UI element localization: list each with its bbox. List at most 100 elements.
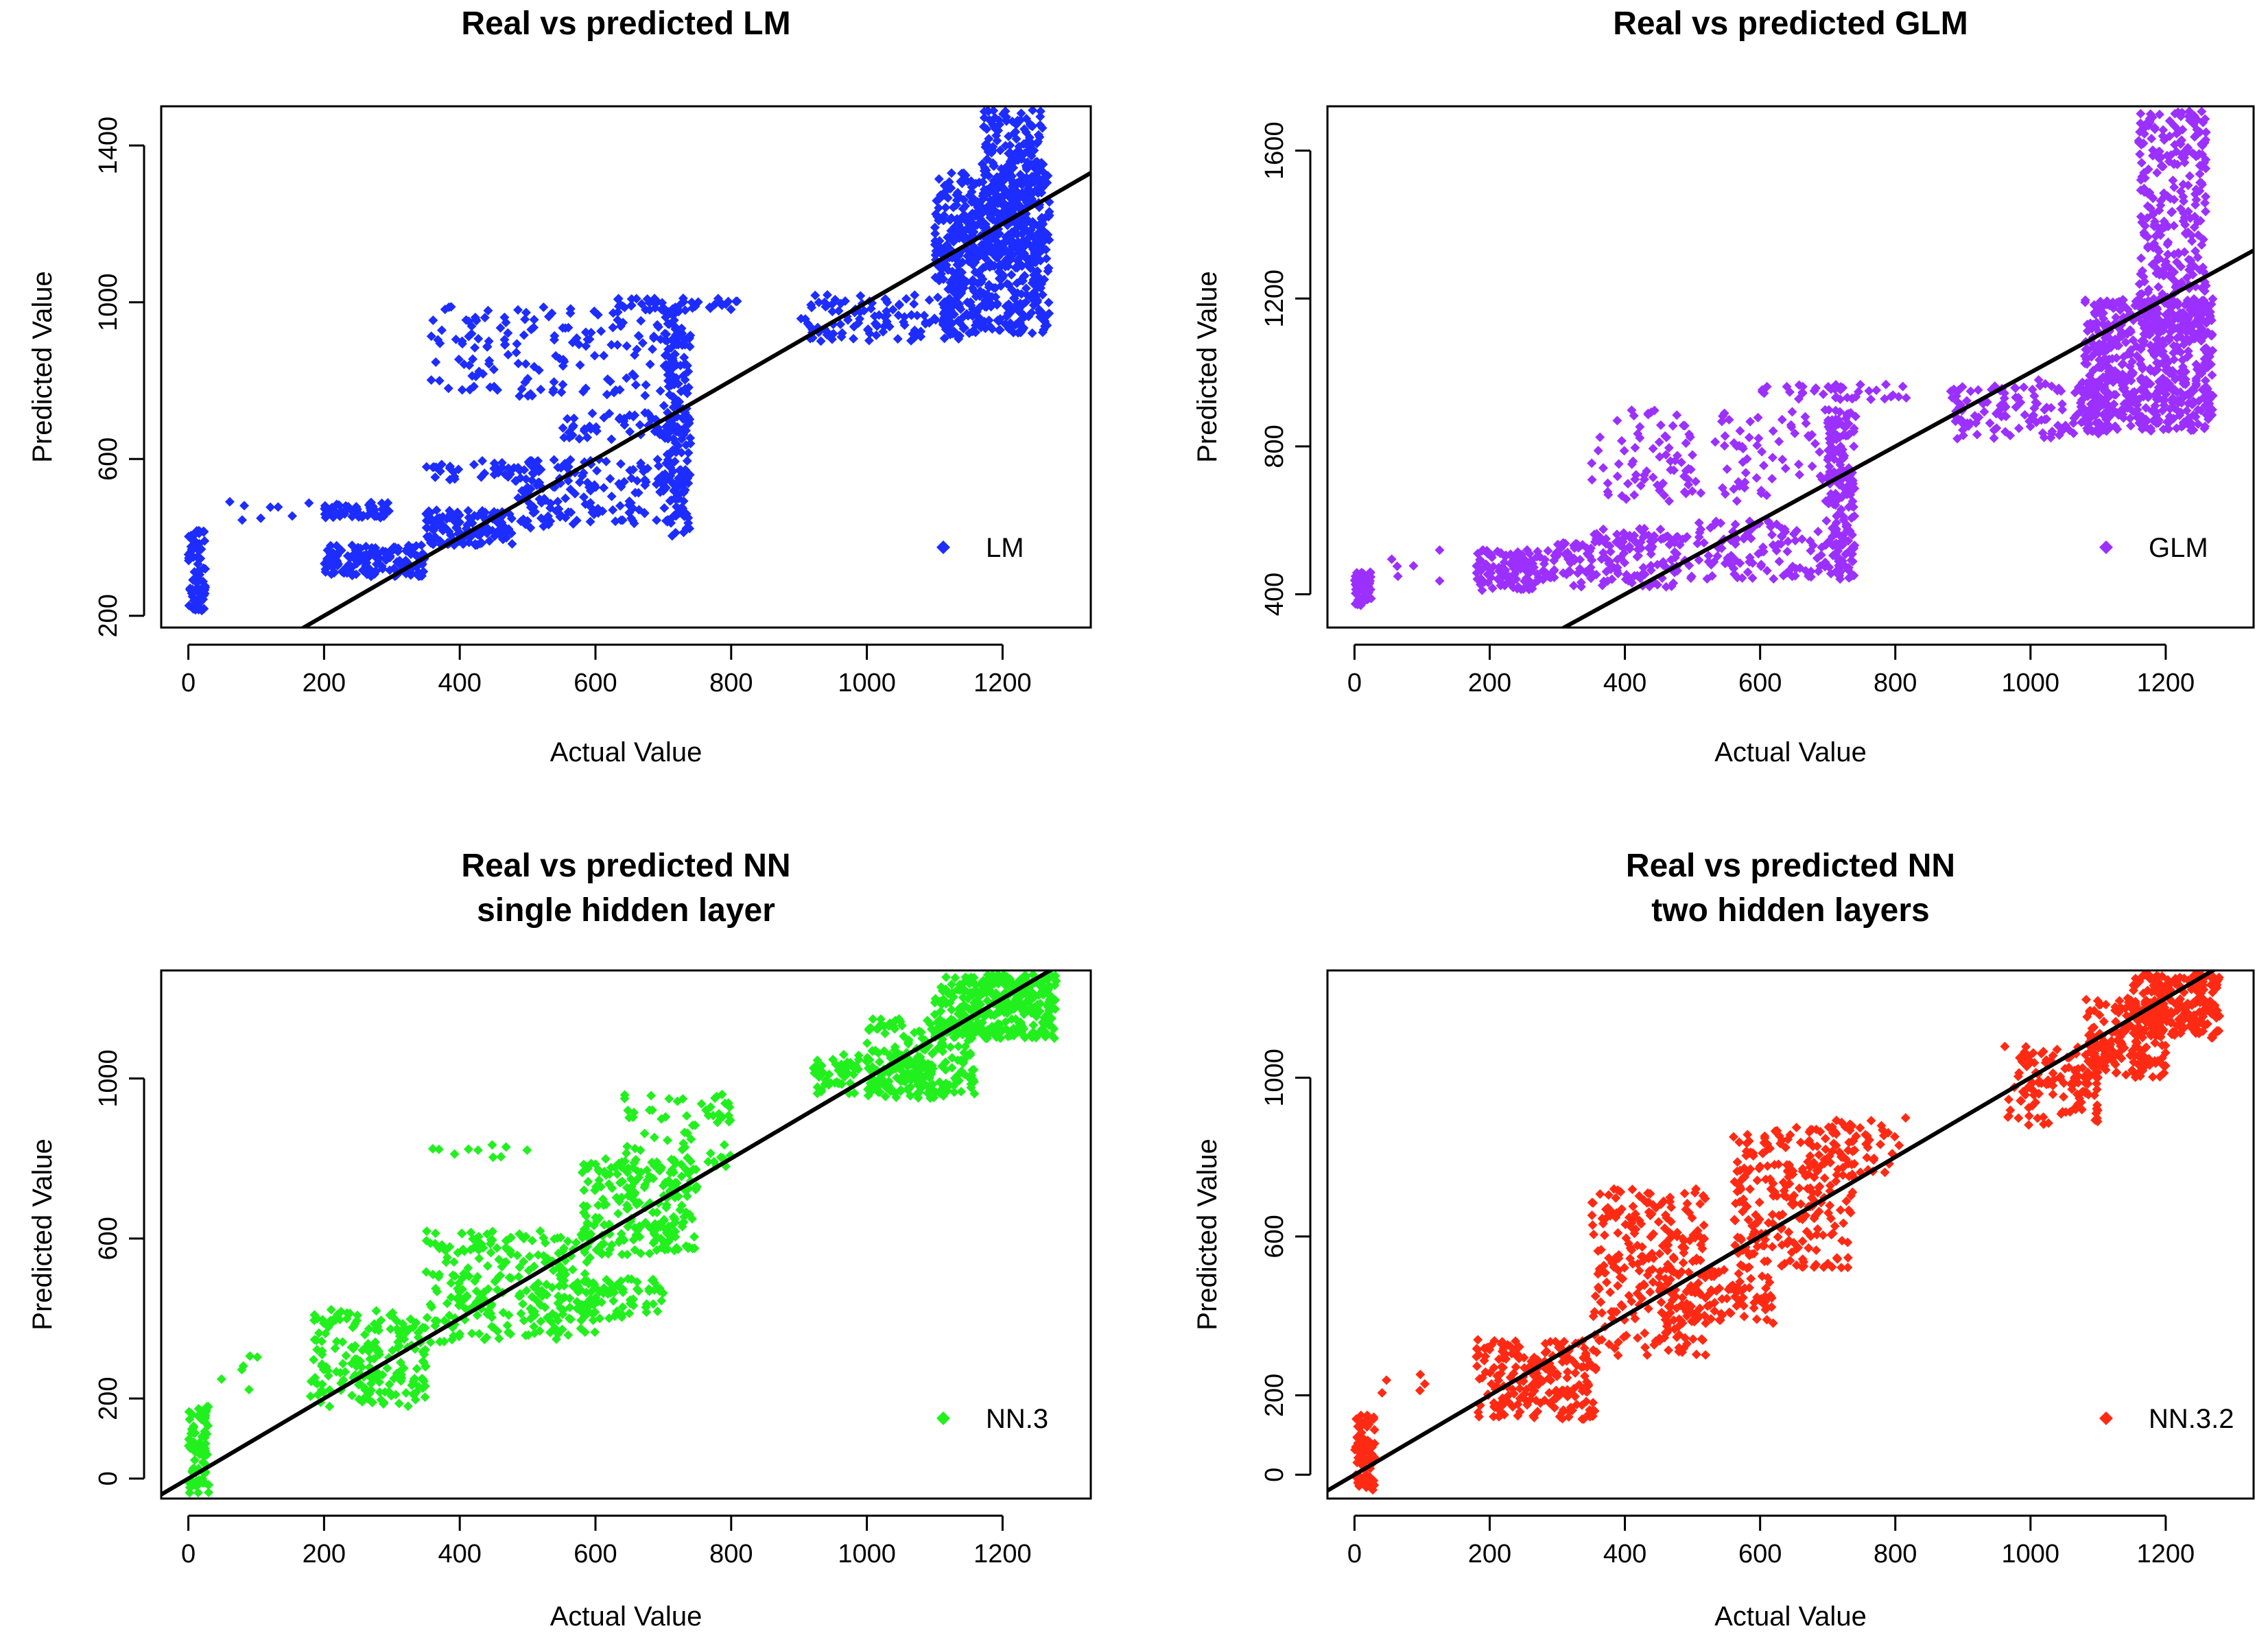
data-point <box>615 385 625 395</box>
data-point <box>1392 561 1402 571</box>
x-axis-label: Actual Value <box>1714 737 1867 767</box>
data-point <box>955 318 965 328</box>
data-point <box>396 560 406 570</box>
data-point <box>652 515 662 525</box>
data-point <box>945 312 955 322</box>
data-point <box>673 1244 683 1254</box>
data-point <box>239 501 250 511</box>
data-point <box>571 515 582 525</box>
data-point <box>1028 274 1039 285</box>
data-point <box>2109 399 2119 409</box>
data-point <box>1732 573 1743 583</box>
data-point <box>1021 297 1031 307</box>
data-point <box>505 1232 515 1243</box>
data-point <box>2199 286 2210 296</box>
data-point <box>445 463 455 473</box>
data-point <box>1000 141 1011 151</box>
data-point <box>2153 314 2163 324</box>
data-point <box>421 462 432 472</box>
data-point <box>611 1280 622 1290</box>
data-point <box>2137 265 2147 276</box>
data-point <box>634 331 644 342</box>
data-point <box>2117 331 2127 342</box>
data-point <box>2155 226 2165 237</box>
data-point <box>197 1415 207 1425</box>
data-point <box>521 1285 532 1296</box>
data-point <box>216 1374 226 1384</box>
data-point <box>1360 595 1370 605</box>
data-point <box>1816 550 1826 560</box>
data-point <box>663 351 674 361</box>
data-point <box>555 1303 565 1313</box>
data-point <box>2118 300 2129 311</box>
data-point <box>462 1292 472 1302</box>
data-point <box>413 1328 423 1338</box>
data-point <box>674 396 684 406</box>
data-point <box>453 510 463 521</box>
data-point <box>237 515 248 525</box>
scatter-points <box>183 106 1054 616</box>
data-point <box>1013 150 1024 160</box>
data-point <box>495 323 506 333</box>
data-point <box>605 1244 615 1254</box>
data-point <box>554 353 565 363</box>
data-point <box>1627 459 1637 469</box>
data-point <box>2136 412 2147 422</box>
data-point <box>630 350 640 360</box>
data-point <box>1605 547 1616 557</box>
data-point <box>630 380 641 390</box>
data-point <box>2191 195 2201 205</box>
data-point <box>2201 206 2211 217</box>
data-point <box>2098 383 2108 393</box>
data-point <box>2136 385 2146 395</box>
data-point <box>314 1328 324 1338</box>
data-point <box>560 1269 571 1280</box>
data-point <box>1709 520 1719 530</box>
data-point <box>459 1268 469 1278</box>
data-point <box>1843 409 1854 419</box>
x-tick-label: 800 <box>1874 669 1917 697</box>
data-point <box>660 329 670 339</box>
data-point <box>1019 241 1030 252</box>
data-point <box>353 1380 364 1390</box>
data-point <box>947 274 958 285</box>
data-point <box>351 558 362 569</box>
data-point <box>938 299 948 309</box>
legend: LM <box>936 533 1024 563</box>
data-point <box>642 294 652 304</box>
data-point <box>1013 328 1024 338</box>
data-point <box>949 222 960 232</box>
data-point <box>498 529 508 540</box>
data-point <box>488 1152 498 1162</box>
data-point <box>539 1251 549 1261</box>
data-point <box>453 1248 463 1258</box>
data-point <box>1021 164 1032 174</box>
data-point <box>371 1306 381 1316</box>
data-point <box>1740 468 1751 478</box>
data-point <box>836 319 846 329</box>
data-point <box>1739 483 1749 493</box>
data-point <box>463 505 473 516</box>
data-point <box>2148 209 2158 219</box>
data-point <box>1000 261 1011 272</box>
data-point <box>2201 409 2212 420</box>
data-point <box>2200 421 2210 431</box>
data-point <box>1019 176 1030 186</box>
data-point <box>189 566 200 577</box>
data-point <box>2145 379 2155 389</box>
data-point <box>338 1359 348 1369</box>
data-point <box>1790 536 1800 546</box>
data-point <box>2175 347 2186 357</box>
data-point <box>474 1328 484 1339</box>
data-point <box>503 328 513 338</box>
data-point <box>1774 556 1784 566</box>
data-point <box>660 433 670 443</box>
data-point <box>2136 108 2146 119</box>
data-point <box>2197 296 2208 306</box>
data-point <box>634 1286 644 1296</box>
data-point <box>1597 580 1607 591</box>
data-point <box>2170 139 2180 150</box>
data-point <box>2193 365 2204 375</box>
data-point <box>2165 413 2175 423</box>
data-point <box>2170 342 2180 353</box>
